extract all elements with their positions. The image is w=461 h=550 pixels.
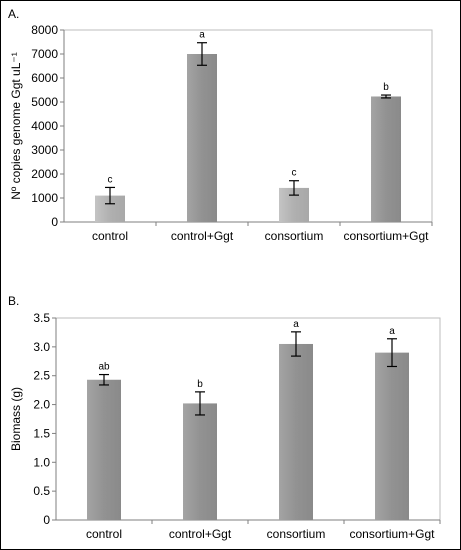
chart-panel-b: B. 0 0.5 1.0 1.5 2.0 2.5 3.0 3.5 Biomass (g) contr… [8,294,441,541]
significance-label: a [199,30,205,41]
x-tick-label: control [92,229,128,243]
y-axis-label: Biomass (g) [9,387,23,451]
bar-control-plus-Ggt [187,54,217,222]
y-tick-label: 3.5 [33,311,50,325]
x-tick-label: control+Ggt [171,229,234,243]
significance-label: ab [98,362,110,373]
bar-control-plus-Ggt [183,403,217,520]
y-tick-label: 8000 [31,23,58,37]
bar-consortium [279,343,313,520]
y-tick-label: 2000 [31,167,58,181]
x-tick-label: consortium [267,527,326,541]
bar-control [87,379,121,520]
y-tick-label: 0 [51,215,58,229]
chart-panel-a: A. 0 1000 2000 3000 4000 5000 6000 7000 8000 Nº co… [8,7,433,243]
x-tick-label: control [86,527,122,541]
significance-label: b [383,82,389,93]
panel-label: B. [8,294,19,308]
y-tick-label: 0 [43,513,50,527]
y-tick-label: 1.0 [33,455,50,469]
y-tick-label: 3.0 [33,340,50,354]
y-tick-label: 1000 [31,191,58,205]
significance-label: c [108,174,113,185]
x-tick-label: consortium+Ggt [349,527,435,541]
y-tick-label: 5000 [31,95,58,109]
significance-label: b [197,379,203,390]
y-tick-label: 6000 [31,71,58,85]
x-tick-label: consortium [265,229,324,243]
y-tick-label: 3000 [31,143,58,157]
significance-label: a [389,326,395,337]
y-tick-label: 7000 [31,47,58,61]
panel-label: A. [8,7,19,21]
significance-label: a [293,319,299,330]
x-tick-label: control+Ggt [169,527,232,541]
y-tick-label: 1.5 [33,426,50,440]
y-tick-label: 4000 [31,119,58,133]
significance-label: c [292,168,297,179]
bar-consortium-plus-Ggt [375,352,409,520]
y-axis-label: Nº copies genome Ggt uL⁻¹ [9,52,23,199]
y-tick-label: 2.0 [33,398,50,412]
y-tick-label: 2.5 [33,369,50,383]
x-tick-label: consortium+Ggt [343,229,429,243]
bar-consortium-plus-Ggt [371,96,401,222]
y-tick-label: 0.5 [33,484,50,498]
